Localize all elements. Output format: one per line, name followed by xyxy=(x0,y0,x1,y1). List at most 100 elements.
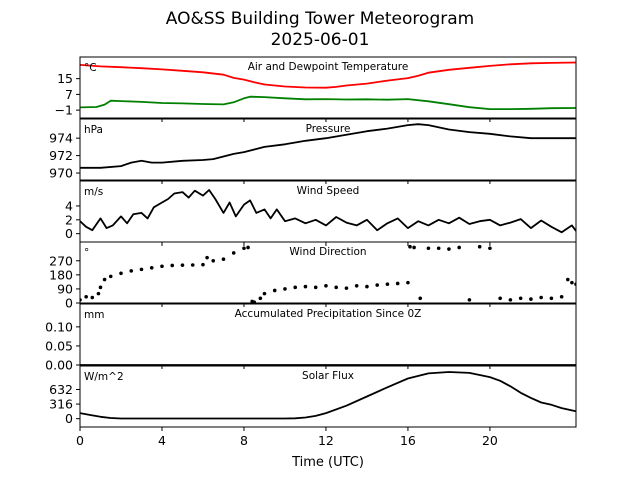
panel-unit: hPa xyxy=(84,124,103,136)
data-point xyxy=(426,246,431,251)
data-point xyxy=(354,283,359,288)
panel-unit: W/m^2 xyxy=(84,371,124,383)
data-point xyxy=(334,285,338,290)
data-point xyxy=(436,246,441,251)
data-point xyxy=(170,263,175,268)
y-tick-label: 316 xyxy=(49,397,73,412)
y-tick-label: 0 xyxy=(65,226,73,241)
series-line-1-0 xyxy=(80,123,576,169)
panel-frame xyxy=(79,365,577,428)
data-point xyxy=(190,263,195,267)
y-tick-label: 270 xyxy=(49,253,73,268)
data-point xyxy=(313,285,318,290)
data-point xyxy=(412,245,416,250)
data-point xyxy=(160,264,164,269)
data-point xyxy=(90,295,95,300)
panel-frame xyxy=(79,118,577,181)
panel-title: Air and Dewpoint Temperature xyxy=(248,61,409,73)
data-point xyxy=(566,277,570,282)
series-line-0-0 xyxy=(80,61,576,89)
x-axis-label: Time (UTC) xyxy=(291,455,364,470)
y-tick-label: 180 xyxy=(49,267,73,282)
data-point xyxy=(467,298,472,302)
y-tick-label: 972 xyxy=(49,148,73,163)
series-3-0 xyxy=(80,244,576,303)
panel-unit: ° xyxy=(84,247,89,259)
figure-subtitle: 2025-06-01 xyxy=(271,30,370,50)
data-point xyxy=(559,294,564,299)
y-tick-label: 4 xyxy=(65,198,73,213)
data-point xyxy=(457,245,461,250)
data-point xyxy=(205,255,209,260)
data-point xyxy=(395,281,400,286)
panel-1: 970 972 974 Pressure hPa xyxy=(49,118,577,184)
data-point xyxy=(180,263,185,267)
y-tick-label: 632 xyxy=(49,382,73,397)
data-point xyxy=(149,266,154,270)
panel-frame xyxy=(79,56,577,119)
x-tick-label: 20 xyxy=(482,433,498,448)
data-point xyxy=(262,291,267,296)
data-point xyxy=(246,245,250,250)
y-tick-label: −1 xyxy=(55,103,73,118)
x-tick-label: 16 xyxy=(400,433,416,448)
y-tick-label: 90 xyxy=(57,281,73,296)
data-point xyxy=(418,296,423,301)
panel-title: Wind Direction xyxy=(289,246,366,258)
y-tick-label: 7 xyxy=(65,87,73,102)
data-point xyxy=(344,286,349,290)
data-point xyxy=(139,267,144,272)
y-tick-label: 974 xyxy=(49,131,73,146)
data-point xyxy=(488,246,492,251)
y-tick-label: 15 xyxy=(57,71,73,86)
data-point xyxy=(365,284,369,289)
data-point xyxy=(129,269,134,273)
data-point xyxy=(529,297,533,301)
panel-frame xyxy=(79,241,577,304)
data-point xyxy=(201,262,205,267)
y-tick-label: 0.00 xyxy=(45,358,73,373)
data-point xyxy=(98,285,103,290)
data-point xyxy=(385,282,390,287)
panel-title: Pressure xyxy=(306,123,351,135)
panel-title: Solar Flux xyxy=(302,370,354,382)
data-point xyxy=(570,280,574,285)
series-line-0-1 xyxy=(80,95,576,110)
panel-title: Accumulated Precipitation Since 0Z xyxy=(235,308,422,320)
x-tick-label: 8 xyxy=(240,433,248,448)
data-point xyxy=(84,294,88,299)
data-point xyxy=(477,244,482,249)
data-point xyxy=(272,288,277,293)
panel-4: 0.00 0.05 0.10 Accumulated Precipitation Si… xyxy=(45,303,577,373)
y-tick-label: 2 xyxy=(65,212,73,227)
data-point xyxy=(498,296,502,301)
data-point xyxy=(221,257,226,262)
data-point xyxy=(96,291,101,296)
data-point xyxy=(518,296,523,301)
y-tick-label: 0 xyxy=(65,296,73,311)
data-point xyxy=(252,300,257,303)
data-point xyxy=(283,287,287,291)
panel-unit: m/s xyxy=(84,186,103,198)
series-line-5-0 xyxy=(80,371,576,420)
x-tick-label: 0 xyxy=(76,433,84,448)
data-point xyxy=(293,285,298,290)
data-point xyxy=(375,283,379,287)
x-tick-label: 4 xyxy=(158,433,166,448)
y-tick-label: 970 xyxy=(49,166,73,181)
series-line-2-0 xyxy=(80,189,576,234)
data-point xyxy=(406,280,410,285)
figure-title: AO&SS Building Tower Meteorogram xyxy=(166,9,474,29)
panel-frame xyxy=(79,303,577,366)
data-point xyxy=(231,251,236,255)
panel-2: 024 Wind Speed m/s xyxy=(65,180,577,246)
data-point xyxy=(258,296,263,301)
data-point xyxy=(108,274,113,279)
data-point xyxy=(508,298,513,302)
data-point xyxy=(211,258,216,263)
data-point xyxy=(539,295,543,300)
y-tick-label: 0.10 xyxy=(45,319,73,334)
y-tick-label: 0.05 xyxy=(45,338,73,353)
